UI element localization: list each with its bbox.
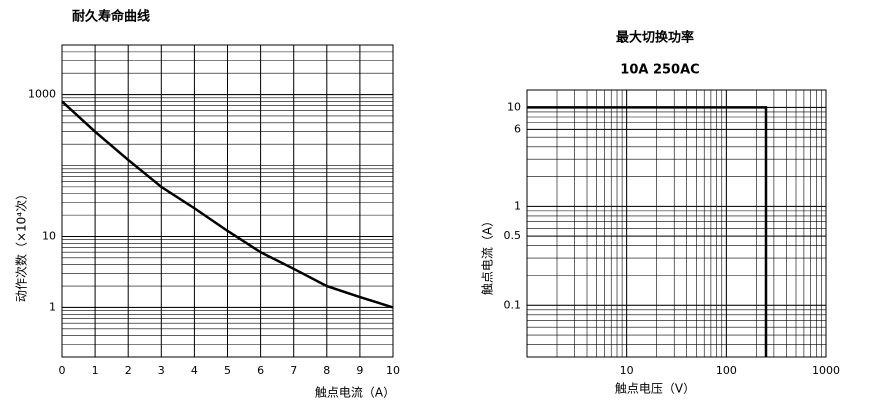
line <box>61 100 394 309</box>
plot-frame <box>526 89 827 358</box>
x-tick-label: 2 <box>125 364 132 377</box>
y-tick-label: 0.1 <box>504 298 522 311</box>
y-tick-label: 10 <box>507 100 521 113</box>
y-tick-label: 1 <box>49 300 56 313</box>
x-tick-label: 9 <box>356 364 363 377</box>
y-tick-label: 1000 <box>28 88 56 101</box>
x-tick-label: 6 <box>257 364 264 377</box>
y-tick-label: 10 <box>42 229 56 242</box>
line <box>527 106 768 357</box>
x-tick-label: 10 <box>620 364 634 377</box>
x-tick-label: 1 <box>92 364 99 377</box>
chart-title: 最大切换功率 <box>616 30 694 46</box>
x-tick-label: 100 <box>716 364 737 377</box>
chart-subtitle: 10A 250AC <box>620 63 699 78</box>
y-tick-label: 0.5 <box>504 229 522 242</box>
y-axis-label: 动作次数（×10⁴次） <box>14 188 29 302</box>
y-tick-label: 1 <box>514 199 521 212</box>
x-axis-label: 触点电流（A） <box>315 386 395 400</box>
x-tick-label: 3 <box>158 364 165 377</box>
x-tick-label: 10 <box>386 364 400 377</box>
x-axis-label: 触点电压（V） <box>615 382 695 396</box>
y-tick-label: 6 <box>514 122 521 135</box>
plot-frame <box>61 44 394 358</box>
y-axis-label: 触点电流（A） <box>481 215 495 295</box>
x-tick-label: 4 <box>191 364 198 377</box>
x-tick-label: 8 <box>323 364 330 377</box>
x-tick-label: 1000 <box>812 364 840 377</box>
x-tick-label: 0 <box>59 364 66 377</box>
x-tick-label: 7 <box>290 364 297 377</box>
chart-title: 耐久寿命曲线 <box>72 9 150 25</box>
x-tick-label: 5 <box>224 364 231 377</box>
